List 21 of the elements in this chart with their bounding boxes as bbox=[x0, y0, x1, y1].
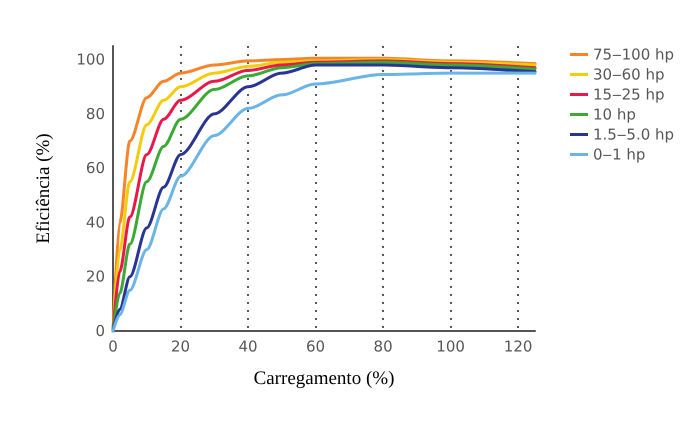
y-tick-label: 100 bbox=[76, 50, 105, 69]
legend-label: 1.5‒5.0 hp bbox=[593, 126, 674, 144]
y-tick-label: 80 bbox=[86, 104, 105, 123]
y-tick-label: 40 bbox=[86, 213, 105, 232]
legend-label: 30‒60 hp bbox=[593, 66, 665, 84]
y-tick-label: 20 bbox=[86, 268, 105, 286]
x-tick-label: 40 bbox=[238, 338, 258, 356]
y-tick-label: 0 bbox=[95, 322, 105, 340]
legend-label: 75‒100 hp bbox=[593, 46, 674, 64]
x-tick-label: 80 bbox=[374, 338, 393, 356]
legend-label: 15‒25 hp bbox=[593, 86, 665, 104]
x-tick-label: 120 bbox=[504, 338, 532, 356]
x-tick-label: 100 bbox=[436, 338, 465, 356]
legend-label: 10 hp bbox=[593, 106, 636, 124]
legend-label: 0‒1 hp bbox=[593, 146, 646, 164]
x-tick-label: 0 bbox=[108, 338, 118, 356]
x-tick-label: 20 bbox=[170, 338, 190, 356]
x-tick-label: 60 bbox=[306, 338, 326, 356]
y-tick-label: 60 bbox=[86, 159, 105, 178]
x-axis-title: Carregamento (%) bbox=[254, 368, 394, 389]
y-axis-title: Eficiência (%) bbox=[33, 133, 54, 244]
